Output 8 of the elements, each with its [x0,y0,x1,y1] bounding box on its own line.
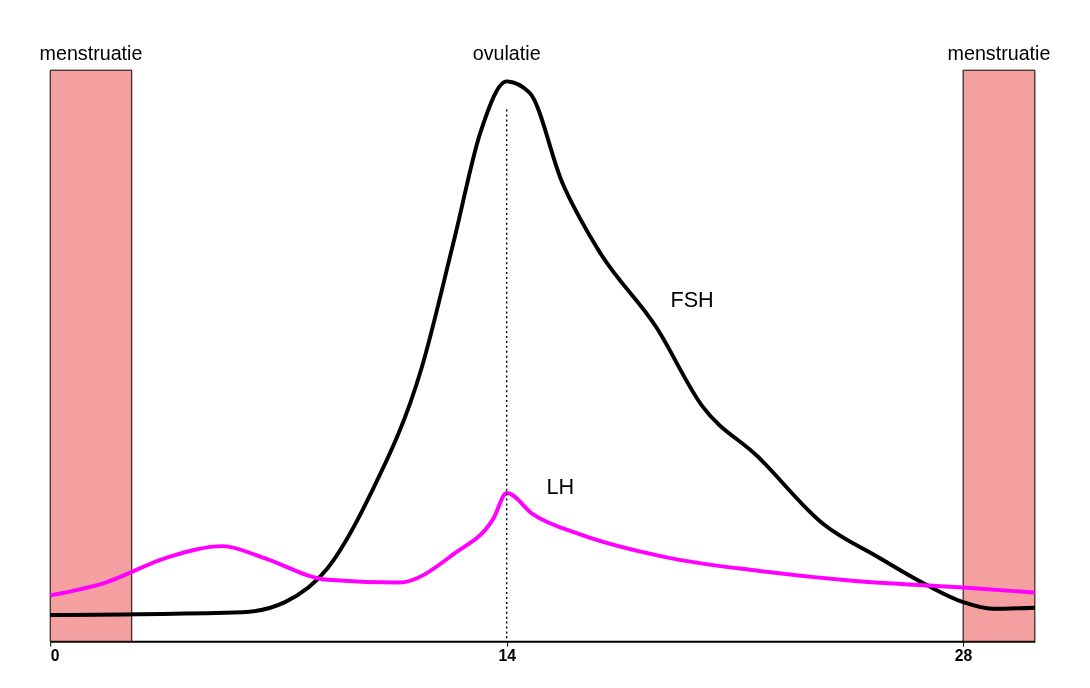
x-tick-label: 0 [50,647,60,665]
ref-line-label: ovulatie [472,42,541,65]
series-label: FSH [670,287,714,313]
x-tick-label: 28 [954,647,973,665]
x-tick-label: 14 [498,647,517,665]
band-label: menstruatie [947,42,1051,65]
series-label: LH [546,473,575,499]
band-label: menstruatie [39,42,143,65]
